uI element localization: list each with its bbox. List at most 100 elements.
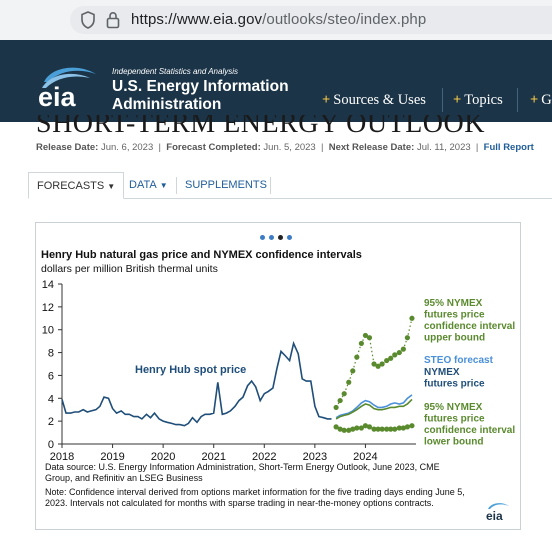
bound-point: [337, 397, 343, 404]
x-tick-label: 2020: [151, 451, 175, 463]
bound-point: [341, 391, 347, 397]
eia-logo[interactable]: eia: [36, 62, 104, 110]
agency-name[interactable]: U.S. Energy Information Administration: [112, 78, 312, 114]
bound-point: [379, 361, 385, 367]
carousel-dot[interactable]: [260, 235, 265, 240]
tab-forecasts[interactable]: FORECASTS ▼: [28, 172, 125, 199]
carousel-dot-active[interactable]: [278, 235, 283, 240]
bound-point: [388, 426, 394, 432]
agency-name-line1: U.S. Energy Information: [112, 78, 289, 95]
bound-point: [366, 424, 373, 430]
plus-icon: +: [530, 92, 539, 108]
nymex-futures-annotation: futures price: [424, 379, 485, 390]
tab-divider: [270, 177, 271, 194]
lower-bound-annotation: lower bound: [424, 437, 483, 448]
agency-name-line2: Administration: [112, 96, 222, 113]
x-tick-label: 2019: [100, 451, 124, 463]
chart-note: Note: Confidence interval derived from o…: [45, 487, 465, 508]
plus-icon: +: [322, 92, 331, 108]
y-tick-label: 2: [48, 416, 54, 428]
url-text[interactable]: https://www.eia.gov/outlooks/steo/index.…: [131, 11, 427, 28]
bound-point: [333, 424, 339, 430]
steo-forecast-line: [335, 394, 413, 419]
shield-icon[interactable]: [80, 11, 96, 29]
bound-point: [375, 426, 381, 432]
address-field[interactable]: [70, 6, 552, 34]
agency-tagline: Independent Statistics and Analysis: [112, 67, 239, 76]
chart-subtitle: dollars per million British thermal unit…: [41, 263, 218, 275]
bound-point: [350, 368, 356, 374]
x-tick-label: 2023: [303, 451, 327, 463]
eia-logo-text: eia: [38, 82, 77, 110]
browser-url-bar: https://www.eia.gov/outlooks/steo/index.…: [0, 0, 552, 40]
bound-point: [409, 315, 415, 321]
steo-tabs: FORECASTS ▼ DATA ▼ SUPPLEMENTS: [28, 172, 552, 199]
bound-point: [354, 425, 360, 431]
x-tick-label: 2018: [50, 451, 74, 463]
tab-divider: [176, 177, 177, 194]
tab-supplements[interactable]: SUPPLEMENTS: [185, 179, 267, 191]
bound-point: [337, 426, 343, 432]
bound-point: [379, 426, 385, 432]
carousel-dot[interactable]: [269, 235, 274, 240]
carousel-dots: [260, 235, 300, 243]
lock-icon[interactable]: [106, 11, 120, 29]
upper-bound-annotation: confidence interval: [424, 321, 515, 332]
bound-point: [400, 425, 406, 431]
y-tick-label: 0: [48, 439, 54, 451]
bound-point: [384, 357, 390, 364]
upper-bound-annotation: upper bound: [424, 333, 485, 344]
bound-point: [396, 425, 402, 431]
bound-point: [375, 363, 381, 369]
bound-point: [409, 423, 415, 429]
bound-point: [358, 340, 364, 347]
full-report-link[interactable]: Full Report: [483, 142, 534, 153]
bound-point: [400, 346, 406, 352]
upper-bound-annotation: 95% NYMEX: [424, 298, 483, 309]
bound-point: [358, 425, 364, 431]
bound-point: [362, 332, 369, 339]
bound-point: [371, 426, 377, 432]
nymex-futures-line: [335, 398, 413, 420]
bound-point: [392, 426, 398, 432]
x-tick-label: 2021: [201, 451, 225, 463]
bound-point: [404, 335, 411, 341]
y-tick-label: 4: [48, 393, 54, 405]
nav-divider: [442, 88, 443, 112]
bound-point: [350, 426, 356, 432]
lower-bound-annotation: futures price: [424, 414, 485, 425]
y-tick-label: 14: [42, 279, 54, 291]
nav-divider: [517, 88, 518, 112]
bound-point: [341, 427, 347, 433]
lower-bound-annotation: 95% NYMEX: [424, 402, 483, 413]
nav-sources-uses[interactable]: + Sources & Uses: [322, 92, 426, 108]
bound-point: [392, 352, 398, 358]
y-tick-label: 12: [42, 302, 54, 314]
carousel-dot[interactable]: [287, 235, 292, 240]
nav-topics[interactable]: + Topics: [453, 92, 503, 108]
x-tick-label: 2022: [252, 451, 276, 463]
nav-geography[interactable]: + G: [530, 92, 552, 108]
tab-data[interactable]: DATA ▼: [129, 179, 168, 191]
spot-price-line: [61, 340, 332, 427]
eia-logo-small-text: eia: [486, 509, 503, 522]
caret-down-icon: ▼: [159, 181, 168, 190]
chart-title: Henry Hub natural gas price and NYMEX co…: [41, 249, 362, 261]
y-tick-label: 8: [48, 348, 54, 360]
bound-point: [388, 355, 394, 361]
eia-logo-small: eia: [486, 503, 509, 522]
nymex-futures-annotation: NYMEX: [424, 367, 460, 378]
steo-forecast-annotation: STEO forecast: [424, 355, 494, 366]
release-info: Release Date: Jun. 6, 2023 | Forecast Co…: [36, 142, 534, 153]
upper-bound-annotation: futures price: [424, 310, 485, 321]
bound-point: [404, 424, 411, 430]
page-title: SHORT-TERM ENERGY OUTLOOK: [36, 108, 485, 139]
y-tick-label: 6: [48, 370, 54, 382]
bound-point: [371, 361, 377, 367]
bound-point: [333, 404, 339, 411]
spot-price-annotation: Henry Hub spot price: [135, 364, 246, 376]
caret-down-icon: ▼: [107, 182, 116, 191]
bound-point: [366, 335, 373, 341]
bound-point: [346, 379, 352, 385]
